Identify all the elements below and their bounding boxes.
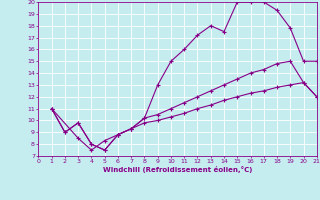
X-axis label: Windchill (Refroidissement éolien,°C): Windchill (Refroidissement éolien,°C): [103, 166, 252, 173]
